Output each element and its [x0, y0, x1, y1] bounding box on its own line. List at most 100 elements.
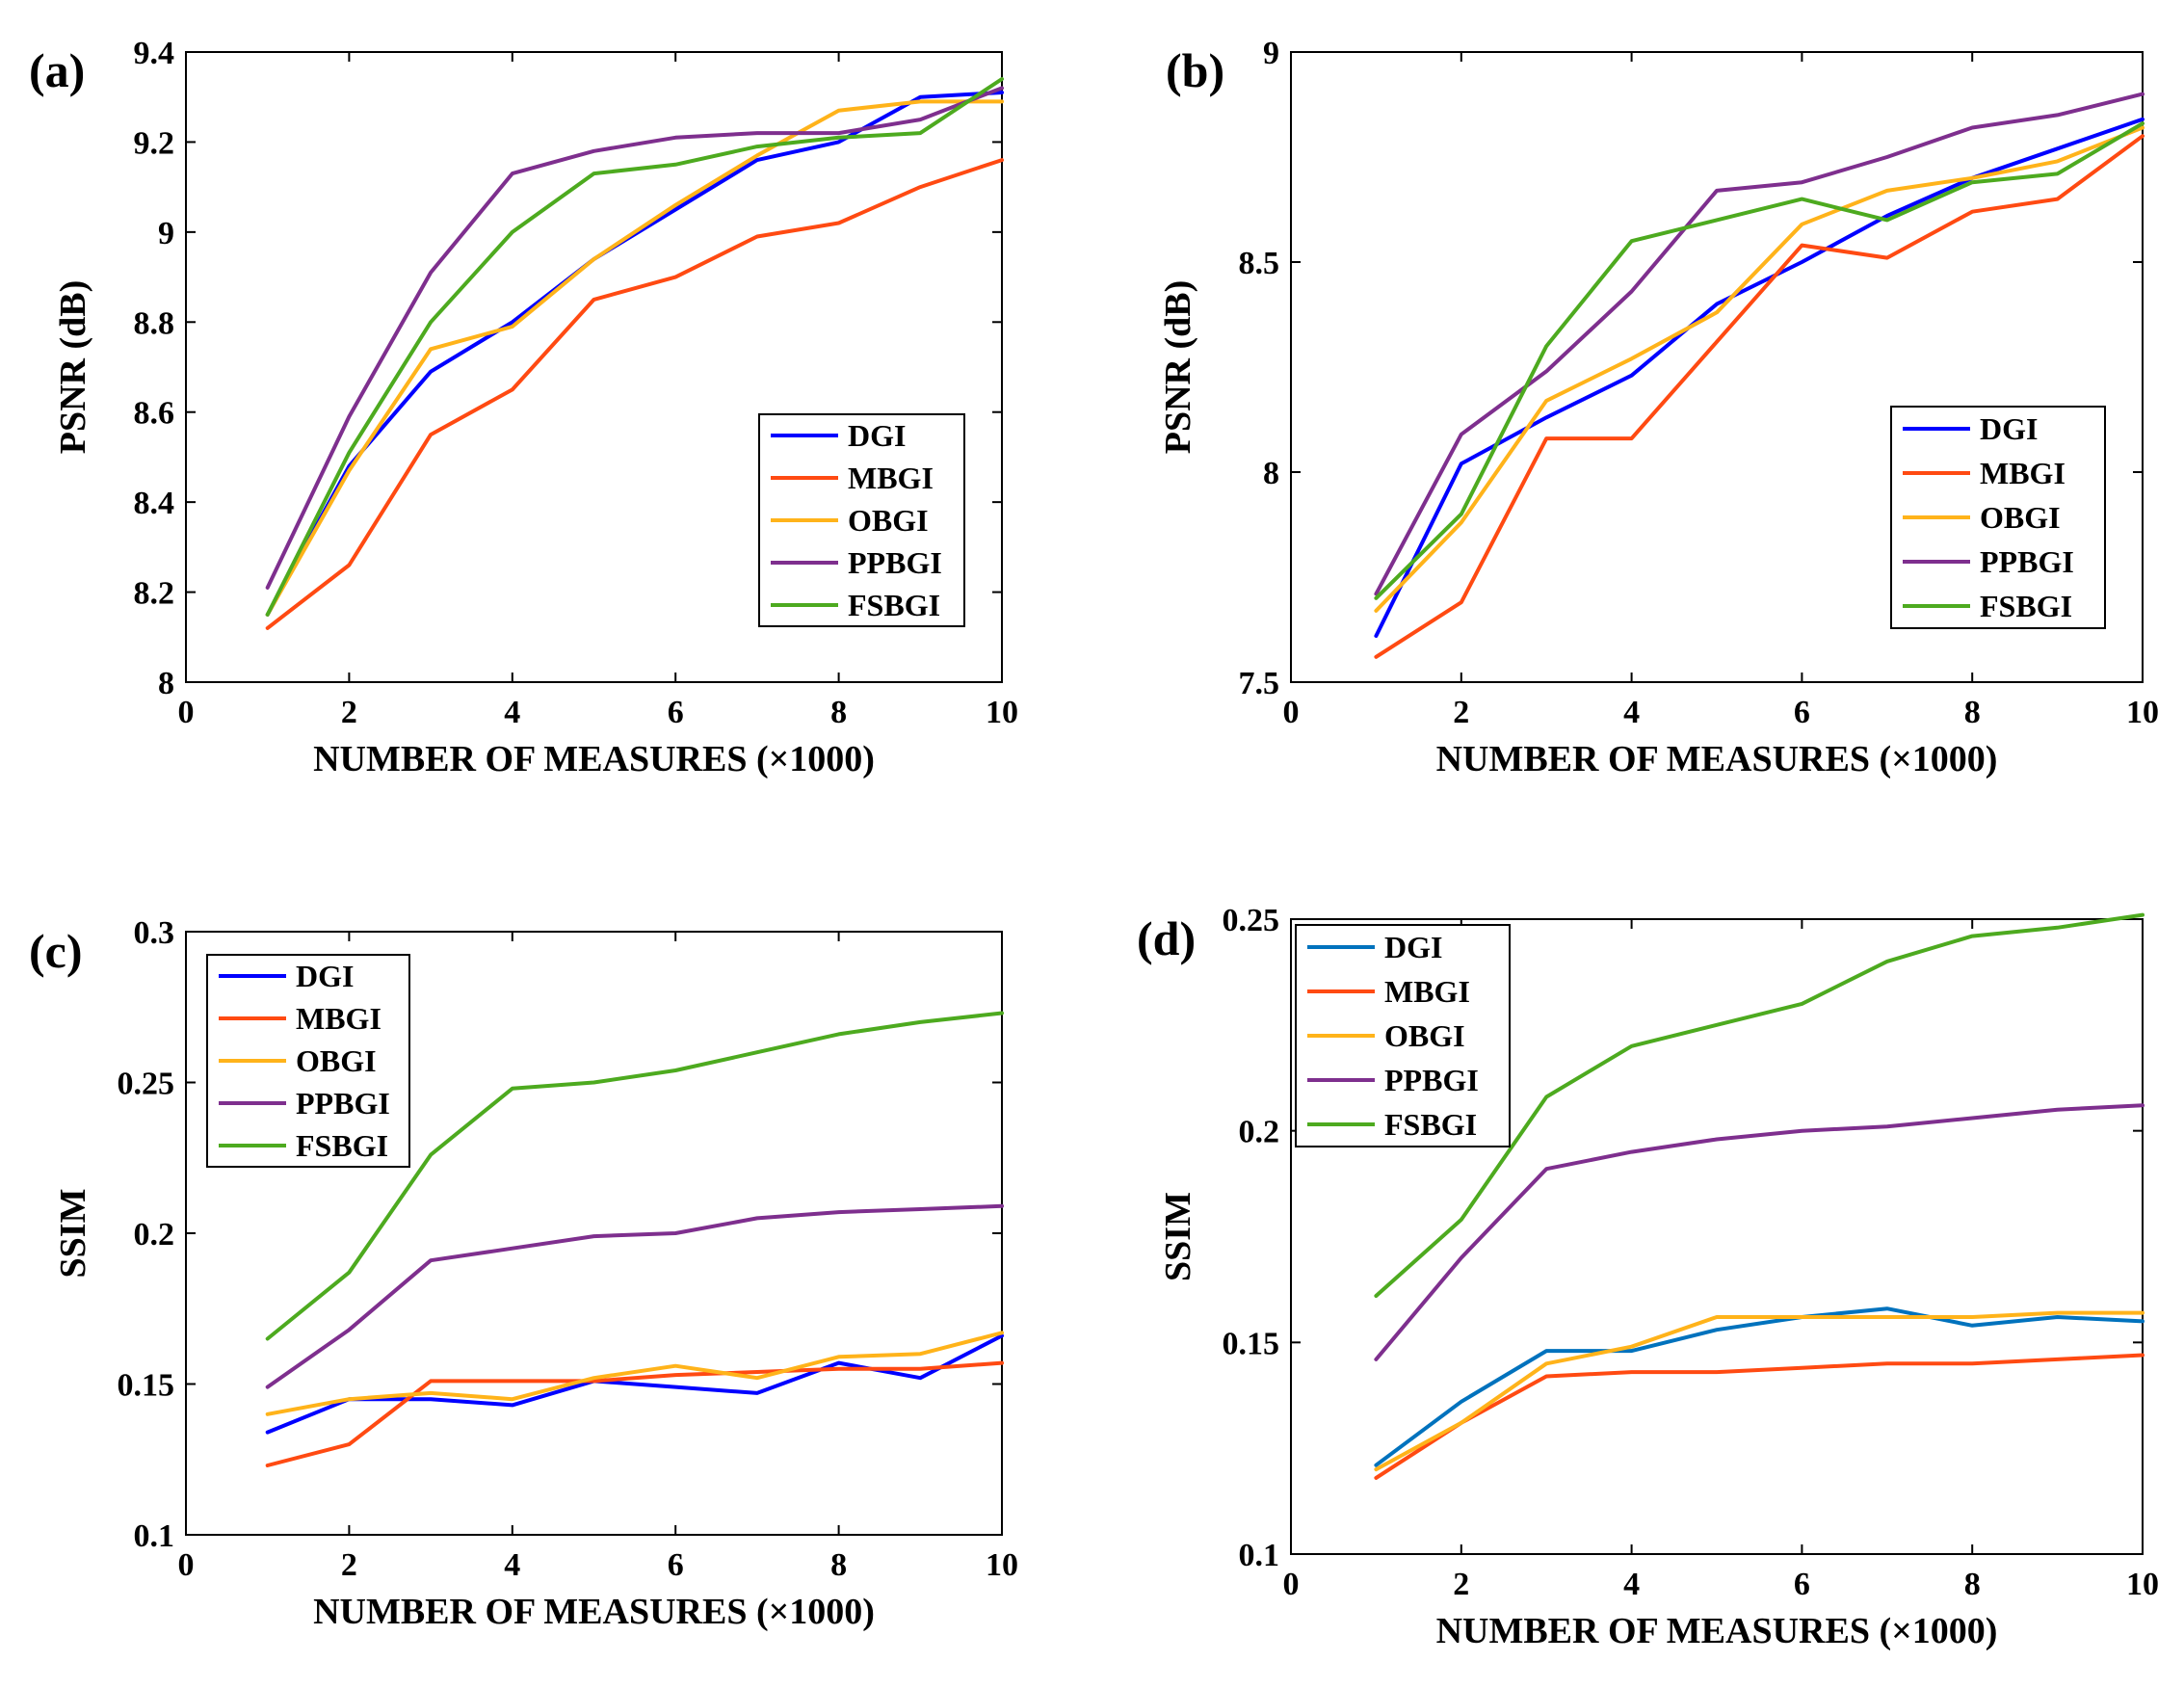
series-line-ppbgi [1374, 1103, 2145, 1361]
legend-label-dgi: DGI [296, 959, 354, 993]
x-axis-label: NUMBER OF MEASURES (×1000) [1436, 1611, 1998, 1651]
legend-label-obgi: OBGI [296, 1043, 377, 1078]
legend-label-mbgi: MBGI [1980, 456, 2066, 490]
chart-panel-c: (c) 0 2 4 6 8 10 0.1 0.15 0.2 0.25 0.3 NUMBER OF MEA… [29, 915, 1018, 1632]
legend-label-ppbgi: PPBGI [848, 545, 942, 580]
panel-label: (c) [29, 924, 83, 978]
plot-area-border [185, 51, 1003, 683]
y-tick-label: 8.4 [134, 486, 175, 521]
y-axis-label: SSIM [1158, 1192, 1198, 1281]
x-tick-label: 0 [178, 1547, 195, 1583]
x-tick-label: 10 [986, 695, 1018, 730]
plot-area-border [1290, 51, 2144, 683]
x-tick-label: 10 [2126, 1567, 2159, 1602]
legend-label-obgi: OBGI [1980, 500, 2061, 535]
panel-label: (d) [1137, 911, 1196, 965]
x-tick-label: 2 [1453, 1567, 1469, 1602]
legend-label-fsbgi: FSBGI [1980, 589, 2072, 623]
x-tick-label: 8 [830, 695, 847, 730]
series-line-mbgi [265, 1360, 1004, 1467]
y-axis-label: SSIM [53, 1189, 93, 1279]
legend-label-mbgi: MBGI [296, 1001, 382, 1036]
legend-label-fsbgi: FSBGI [1384, 1107, 1477, 1142]
x-tick-label: 8 [830, 1547, 847, 1583]
y-tick-label: 8.5 [1239, 246, 1280, 281]
legend-label-dgi: DGI [1980, 411, 2038, 446]
series-line-obgi [265, 1331, 1004, 1416]
x-tick-label: 4 [1623, 695, 1640, 730]
legend-label-obgi: OBGI [1384, 1018, 1465, 1053]
x-tick-label: 10 [2126, 695, 2159, 730]
y-tick-label: 8.8 [134, 305, 175, 341]
y-tick-label: 0.15 [1223, 1326, 1280, 1361]
legend-box [1295, 924, 1511, 1147]
x-tick-label: 6 [1794, 1567, 1810, 1602]
plot-area-border [1290, 918, 2144, 1555]
x-tick-label: 10 [986, 1547, 1018, 1583]
y-tick-label: 9.2 [134, 125, 175, 161]
series-line-obgi [1374, 125, 2145, 613]
series-line-mbgi [1374, 134, 2145, 659]
x-tick-label: 2 [341, 1547, 357, 1583]
legend: DGI MBGI OBGI PPBGI FSBGI [758, 413, 965, 627]
chart-panel-a: (a) 0 2 4 6 8 10 8 8.2 8.4 8.6 8.8 9 9.2 9.4 NUMBER OF … [29, 36, 1018, 779]
series-line-mbgi [1374, 1353, 2145, 1480]
series-line-fsbgi [1374, 912, 2145, 1298]
legend-label-dgi: DGI [848, 418, 906, 453]
x-tick-label: 6 [668, 695, 684, 730]
y-tick-label: 8 [158, 666, 174, 701]
series-line-obgi [265, 99, 1004, 617]
series-line-ppbgi [265, 86, 1004, 590]
y-tick-label: 8 [1263, 456, 1279, 491]
y-tick-label: 8.2 [134, 576, 175, 612]
series-line-fsbgi [265, 1011, 1004, 1341]
x-axis-label: NUMBER OF MEASURES (×1000) [1436, 739, 1998, 779]
y-axis-label: PSNR (dB) [1158, 280, 1198, 455]
y-tick-label: 0.3 [134, 915, 175, 951]
series-line-dgi [1374, 1306, 2145, 1467]
y-tick-label: 0.2 [134, 1217, 175, 1253]
y-tick-label: 8.6 [134, 396, 175, 432]
legend-label-obgi: OBGI [848, 503, 929, 538]
x-tick-label: 8 [1964, 695, 1981, 730]
x-tick-label: 6 [1794, 695, 1810, 730]
y-tick-label: 0.25 [118, 1067, 175, 1102]
series-line-fsbgi [265, 77, 1004, 617]
y-tick-label: 9 [158, 216, 174, 251]
x-tick-label: 2 [1453, 695, 1469, 730]
x-tick-label: 8 [1964, 1567, 1981, 1602]
series-line-fsbgi [1374, 121, 2145, 600]
legend-label-ppbgi: PPBGI [296, 1086, 390, 1121]
x-tick-label: 0 [1283, 1567, 1300, 1602]
x-axis-label: NUMBER OF MEASURES (×1000) [313, 1592, 875, 1632]
legend: DGI MBGI OBGI PPBGI FSBGI [206, 954, 410, 1168]
panel-label: (b) [1166, 43, 1224, 97]
x-tick-label: 4 [1623, 1567, 1640, 1602]
y-tick-label: 0.25 [1223, 903, 1280, 938]
y-axis-label: PSNR (dB) [53, 280, 93, 455]
y-tick-label: 0.1 [134, 1518, 175, 1554]
series-line-dgi [265, 1333, 1004, 1435]
series-line-mbgi [265, 158, 1004, 630]
chart-panel-d: (d) 0 2 4 6 8 10 0.1 0.15 0.2 0.25 NUMBER OF MEASUR… [1137, 903, 2159, 1651]
x-tick-label: 0 [1283, 695, 1300, 730]
series-line-ppbgi [1374, 92, 2145, 596]
y-tick-label: 0.1 [1239, 1538, 1280, 1573]
chart-panel-b: (b) 0 2 4 6 8 10 7.5 8 8.5 9 NUMBER OF MEASURES (×1… [1158, 36, 2159, 779]
legend-label-mbgi: MBGI [1384, 974, 1470, 1009]
y-tick-label: 9 [1263, 36, 1279, 71]
series-line-obgi [1374, 1310, 2145, 1472]
legend: DGI MBGI OBGI PPBGI FSBGI [1295, 924, 1511, 1147]
series-line-ppbgi [265, 1203, 1004, 1389]
x-tick-label: 4 [504, 695, 520, 730]
legend-label-fsbgi: FSBGI [848, 588, 940, 622]
y-tick-label: 9.4 [134, 36, 175, 71]
series-line-dgi [1374, 117, 2145, 638]
x-tick-label: 2 [341, 695, 357, 730]
x-axis-label: NUMBER OF MEASURES (×1000) [313, 739, 875, 779]
y-tick-label: 0.2 [1239, 1115, 1280, 1150]
panel-label: (a) [29, 43, 85, 97]
legend-label-ppbgi: PPBGI [1980, 544, 2074, 579]
legend-label-mbgi: MBGI [848, 461, 934, 495]
